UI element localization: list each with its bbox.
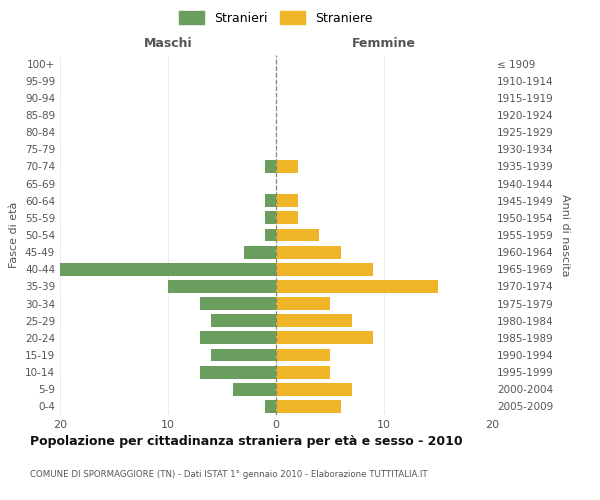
Text: Femmine: Femmine [352,37,416,50]
Bar [265,212,276,224]
Bar [276,400,341,413]
Y-axis label: Anni di nascita: Anni di nascita [560,194,570,276]
Bar [168,280,276,293]
Bar [276,348,330,362]
Text: Popolazione per cittadinanza straniera per età e sesso - 2010: Popolazione per cittadinanza straniera p… [30,435,463,448]
Bar [265,194,276,207]
Bar [60,263,276,276]
Bar [265,160,276,173]
Text: Maschi: Maschi [143,37,193,50]
Bar [244,246,276,258]
Bar [233,383,276,396]
Text: COMUNE DI SPORMAGGIORE (TN) - Dati ISTAT 1° gennaio 2010 - Elaborazione TUTTITAL: COMUNE DI SPORMAGGIORE (TN) - Dati ISTAT… [30,470,428,479]
Y-axis label: Fasce di età: Fasce di età [10,202,19,268]
Bar [276,314,352,327]
Legend: Stranieri, Straniere: Stranieri, Straniere [179,11,373,25]
Bar [276,194,298,207]
Bar [200,366,276,378]
Bar [276,332,373,344]
Bar [200,297,276,310]
Bar [200,332,276,344]
Bar [265,400,276,413]
Bar [211,348,276,362]
Bar [276,160,298,173]
Bar [276,383,352,396]
Bar [276,297,330,310]
Bar [211,314,276,327]
Bar [276,212,298,224]
Bar [276,280,438,293]
Bar [265,228,276,241]
Bar [276,246,341,258]
Bar [276,263,373,276]
Bar [276,366,330,378]
Bar [276,228,319,241]
